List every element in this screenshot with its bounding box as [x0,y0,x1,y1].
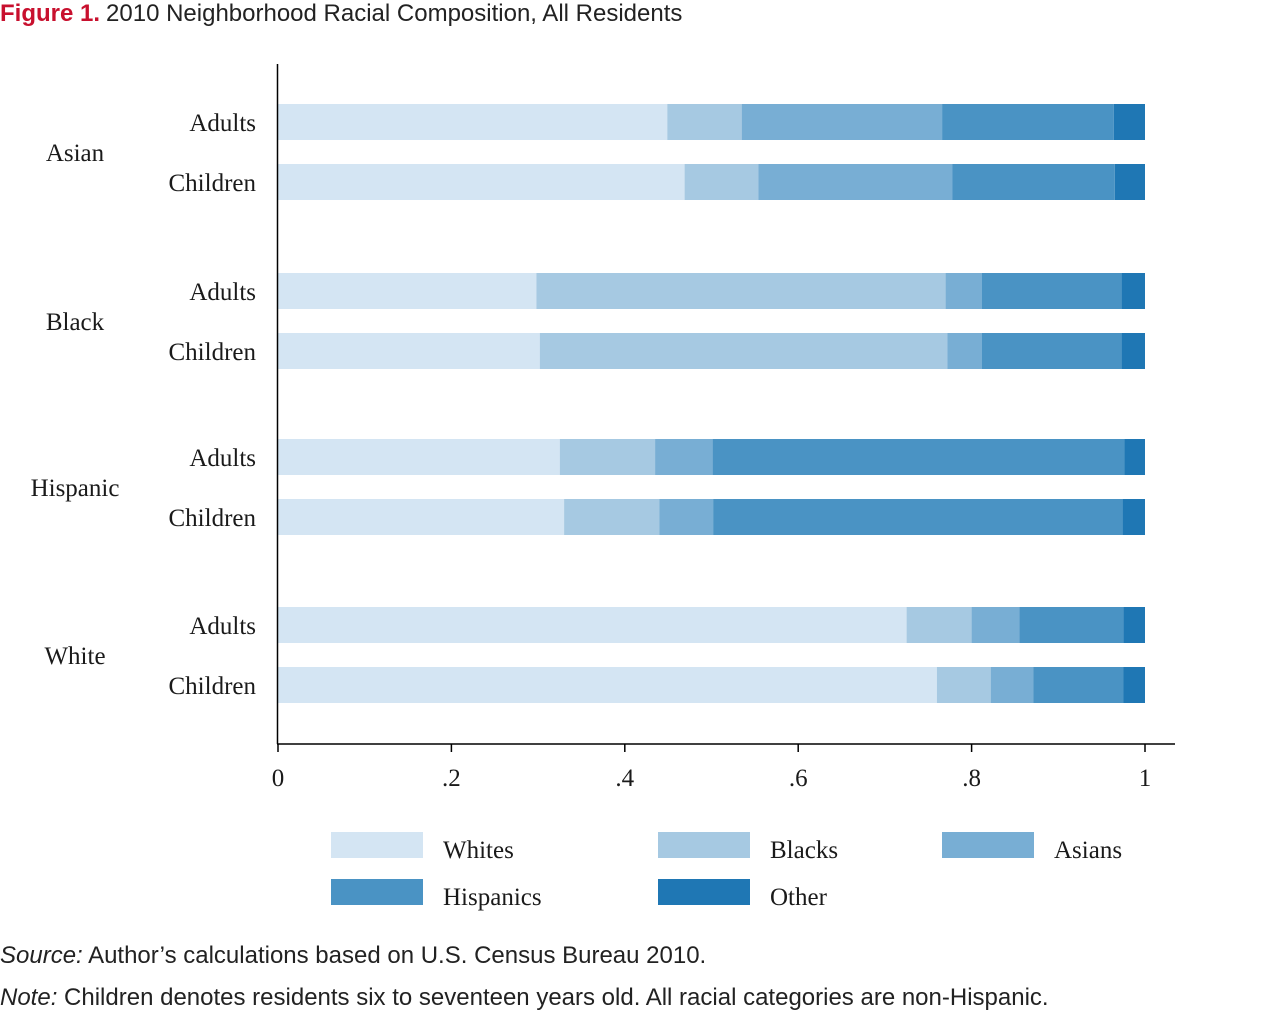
bar-segment-white-adults-other [1123,607,1145,643]
bar-segment-black-adults-blacks [536,273,946,309]
row-label-asian-children: Children [169,170,257,197]
bar-segment-white-children-hispanics [1033,667,1124,703]
bar-segment-hispanic-adults-hispanics [712,439,1125,475]
bar-segment-black-children-blacks [539,333,948,369]
bar-segment-asian-children-blacks [684,164,759,200]
x-tick-label: .4 [615,765,634,792]
bar-segment-black-children-whites [278,333,540,369]
group-label-black: Black [46,309,105,336]
source-text: Author’s calculations based on U.S. Cens… [88,942,707,969]
note-text: Children denotes residents six to sevent… [64,984,1049,1011]
bar-segment-hispanic-adults-other [1124,439,1145,475]
bar-segment-asian-adults-asians [741,104,943,140]
bar-segment-black-children-other [1121,333,1145,369]
bar-segment-white-children-other [1123,667,1145,703]
legend-swatch-blacks [658,832,750,858]
bar-segment-asian-children-hispanics [952,164,1115,200]
row-label-black-children: Children [169,339,257,366]
group-label-asian: Asian [46,140,105,167]
legend-swatch-asians [942,832,1034,858]
bar-segment-asian-adults-other [1113,104,1145,140]
bar-segment-asian-adults-hispanics [942,104,1114,140]
bar-segment-black-adults-hispanics [982,273,1122,309]
x-tick-label: .6 [789,765,808,792]
x-tick-label: 0 [272,765,285,792]
legend-label-whites: Whites [443,837,514,864]
footnote: Note: Children denotes residents six to … [0,984,1049,1012]
bar-segment-asian-adults-blacks [667,104,742,140]
note-label: Note: [0,984,58,1011]
figure-number: Figure 1. [0,0,101,27]
bar-segment-hispanic-children-asians [659,499,714,535]
row-label-white-children: Children [169,673,257,700]
stacked-bar-chart: Adults Children Asian Adults Children Black Ad… [31,64,1175,911]
bar-segment-white-children-whites [278,667,937,703]
figure-title: Figure 1. 2010 Neighborhood Racial Compos… [0,0,682,30]
x-tick-label: .8 [962,765,981,792]
row-label-white-adults: Adults [189,613,256,640]
legend-swatch-other [658,879,750,905]
bar-segment-black-adults-other [1121,273,1145,309]
bar-segment-black-children-hispanics [982,333,1122,369]
row-label-hispanic-children: Children [169,505,257,532]
legend-label-other: Other [770,884,828,911]
bar-segment-black-children-asians [947,333,982,369]
bar-segment-asian-children-asians [758,164,953,200]
bar-segment-hispanic-adults-asians [655,439,713,475]
source-label: Source: [0,942,83,969]
bar-segment-white-adults-blacks [906,607,972,643]
bar-segment-hispanic-adults-blacks [559,439,656,475]
legend-label-hispanics: Hispanics [443,884,542,911]
bar-segment-asian-children-whites [278,164,685,200]
bar-segment-hispanic-children-blacks [564,499,660,535]
source-note: Source: Author’s calculations based on U… [0,942,706,970]
x-tick-label: 1 [1139,765,1152,792]
legend-swatch-hispanics [331,879,423,905]
bar-segment-white-adults-asians [971,607,1020,643]
bar-segment-white-children-blacks [936,667,991,703]
x-tick-label: .2 [442,765,461,792]
bar-segment-asian-adults-whites [278,104,668,140]
row-label-asian-adults: Adults [189,110,256,137]
bar-segment-hispanic-children-other [1122,499,1145,535]
legend-label-asians: Asians [1054,837,1122,864]
bar-segment-black-adults-whites [278,273,537,309]
bar-segment-white-adults-hispanics [1019,607,1124,643]
bar-segment-white-adults-whites [278,607,907,643]
figure-title-text: 2010 Neighborhood Racial Composition, Al… [106,0,683,27]
group-label-hispanic: Hispanic [31,475,120,502]
bar-segment-black-adults-asians [945,273,982,309]
bar-segment-hispanic-children-whites [278,499,565,535]
legend-label-blacks: Blacks [770,837,838,864]
bar-segment-asian-children-other [1114,164,1145,200]
row-label-black-adults: Adults [189,279,256,306]
legend-swatch-whites [331,832,423,858]
group-label-white: White [44,643,105,670]
bar-segment-hispanic-adults-whites [278,439,560,475]
bar-segment-white-children-asians [990,667,1034,703]
bar-segment-hispanic-children-hispanics [713,499,1123,535]
row-label-hispanic-adults: Adults [189,445,256,472]
